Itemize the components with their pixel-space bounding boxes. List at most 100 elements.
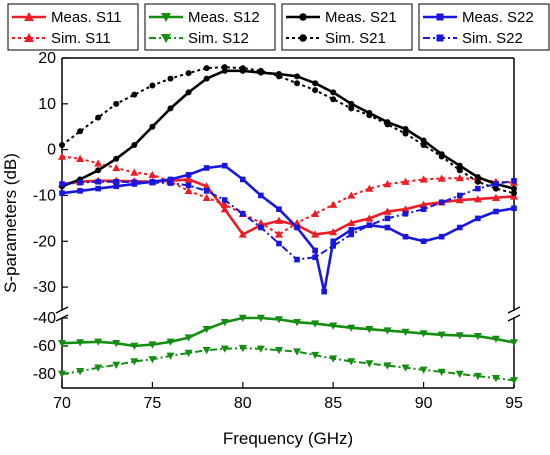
axis-break-gap [56,311,68,317]
y-tick-label: -30 [33,279,56,296]
data-point [95,167,102,174]
data-point [167,176,174,183]
data-point [475,215,481,222]
data-point [94,338,103,346]
data-point [59,142,65,149]
data-point [419,330,428,338]
data-point [311,230,320,238]
data-point [167,75,174,82]
data-point [347,218,356,227]
data-point [113,155,120,162]
y-tick-label: -60 [33,338,56,355]
data-point [493,208,499,215]
data-point [311,209,320,217]
data-point [329,355,338,363]
axis-break-mark-right [507,306,521,314]
data-point [256,218,265,227]
data-point [330,89,337,96]
data-point [437,368,446,376]
data-point [240,176,246,183]
data-point [274,216,283,224]
data-point [166,352,175,360]
data-point [348,100,355,107]
data-point [257,67,264,74]
data-point [510,339,518,347]
data-point [221,64,228,71]
legend-item: Sim. S12 [149,30,249,47]
data-point [366,222,373,229]
data-point [383,327,392,335]
data-point [148,341,157,349]
data-point [402,210,409,217]
data-point [76,368,85,376]
legend-marker [161,34,171,43]
data-point [321,288,327,295]
data-point [256,314,265,322]
data-point [384,121,391,128]
legend-item: Meas. S11 [12,9,122,26]
data-point [113,183,120,190]
legend-label: Meas. S21 [325,9,397,26]
legend-item: Meas. S21 [286,9,397,26]
series-line [61,155,515,236]
data-point [401,364,410,372]
data-point [95,178,101,185]
series-line [61,316,515,348]
data-point [58,340,66,348]
data-point [420,238,427,245]
data-point [294,80,301,87]
data-point [238,344,247,353]
series-line [61,164,515,294]
data-point [131,179,138,185]
data-point [438,233,445,240]
series-line [61,179,515,261]
data-point [475,185,481,192]
legend-label: Meas. S12 [188,9,260,26]
data-point [402,126,409,133]
data-point [366,112,373,119]
legend-marker [24,33,34,42]
data-point [365,360,374,368]
data-point [202,326,211,334]
data-point [311,351,320,360]
data-point [329,322,338,330]
data-point [185,182,192,189]
data-point [130,358,139,366]
data-point [474,174,481,181]
data-point [148,170,157,179]
data-point [95,185,101,192]
tick-labels: 70 75 80 85 90 95 20 10 0 -10 -20 -30 -40 -60 -80 [33,50,523,412]
data-point [348,231,355,238]
data-point [383,207,392,215]
data-point [347,324,356,332]
data-point [438,153,445,160]
legend-item: Meas. S22 [423,9,534,26]
data-point [203,165,210,171]
data-point [311,320,320,328]
data-point [258,192,264,199]
data-point [329,228,338,236]
data-point [112,340,121,348]
data-point [59,190,65,196]
data-point [77,179,83,186]
data-point [95,114,102,121]
data-point [511,190,517,197]
data-point [312,254,318,261]
data-point [238,230,247,238]
data-point [473,333,482,341]
data-point [203,75,210,82]
data-point [274,347,283,355]
data-point [348,227,355,233]
data-point [347,191,356,199]
data-point [202,182,211,190]
axis-break-mark [55,306,69,314]
legend-item: Sim. S22 [423,30,523,47]
data-point [419,200,428,208]
data-point [510,377,518,385]
series-sim-s22 [59,177,517,263]
data-point [348,105,355,112]
legend-item: Meas. S12 [149,9,260,26]
legend: Meas. S11 Sim. S11 Meas. S12 Sim. S12 Meas. … [7,3,550,51]
data-point [365,184,374,192]
x-tick-label: 80 [234,395,252,412]
